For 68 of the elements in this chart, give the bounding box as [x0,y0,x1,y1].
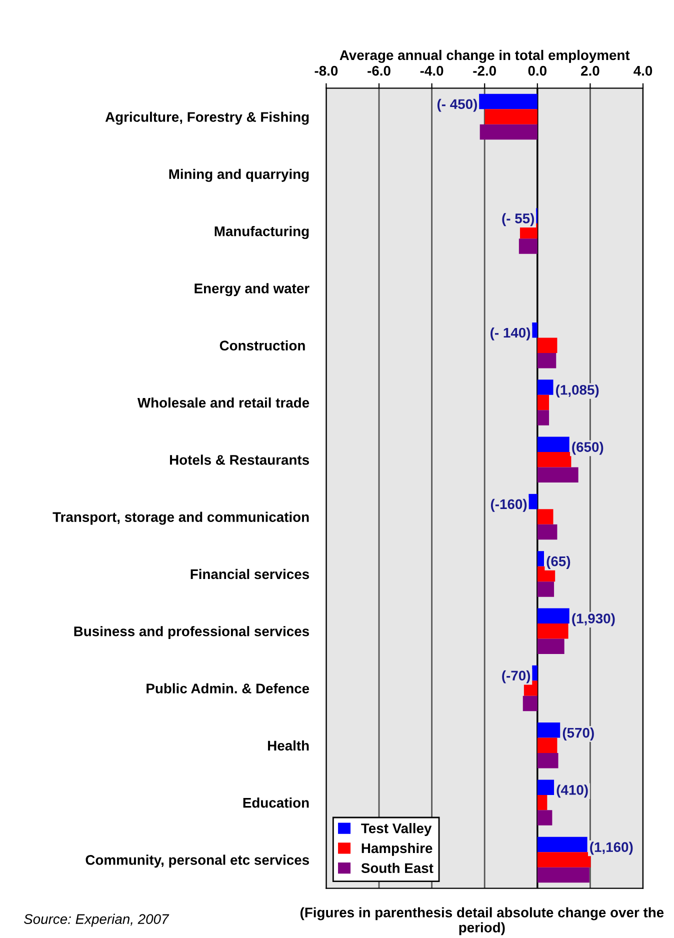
bar [537,394,550,410]
bar [537,608,570,624]
annotation: (- 140) [490,327,530,340]
bar [532,322,538,338]
x-tick-label: -4.0 [420,66,444,76]
bar [537,738,558,754]
annotation: (1,085) [556,384,599,398]
bar [537,623,568,639]
bar [537,452,572,468]
annotation: (-160) [490,498,527,512]
annotation: (1,930) [572,613,615,626]
x-tick-label: 0.0 [528,66,546,76]
x-tick-label: -2.0 [473,66,496,76]
y-tick-label: Wholesale and retail trade [137,397,310,408]
annotation: (65) [546,556,570,569]
bar [537,753,558,768]
legend-label: Hampshire [362,842,432,856]
bar [522,696,538,712]
bar [537,410,550,426]
bar [537,722,560,738]
legend-label: South East [361,862,434,874]
legend-label: Test Valley [361,823,432,836]
bar [537,380,554,395]
bar [537,794,548,810]
bar [537,467,578,483]
x-tick-label: -6.0 [368,66,390,76]
bar [537,582,554,597]
y-tick-label: Hotels & Restaurants [170,454,309,465]
annotation: (1,160) [590,842,633,855]
y-tick-label: Agriculture, Forestry & Fishing [105,112,309,125]
bar [537,352,556,368]
annotation: (570) [562,728,594,740]
y-tick-label: Financial services [190,568,309,580]
source-note: Source: Experian, 2007 [24,914,170,927]
y-tick-label: Public Admin. & Defence [146,683,310,694]
annotation: (- 55) [502,213,534,226]
bar [537,638,564,654]
bar [537,551,544,566]
y-tick-label: Energy and water [194,283,310,296]
y-tick-label: Business and professional services [74,626,309,640]
bar [537,852,591,868]
bar [518,238,538,254]
y-tick-label: Mining and quarrying [169,168,309,182]
bar [528,494,538,510]
annotation: (650) [572,442,604,455]
y-tick-label: Health [268,740,309,751]
bar [537,810,552,826]
bar [480,124,538,140]
x-tick-label: 4.0 [634,66,652,76]
y-tick-label: Community, personal etc services [86,854,309,868]
x-tick-label: 2.0 [581,66,600,76]
x-tick-label: -8.0 [314,66,338,76]
x-axis-title: Average annual change in total employment [340,50,630,63]
y-tick-label: Education [243,798,309,808]
bar [537,338,558,353]
y-tick-label: Manufacturing [214,226,309,240]
bar [537,524,558,540]
annotation: (410) [556,784,588,798]
bar [537,780,554,795]
annotation: (- 450) [437,98,477,112]
text: (Figures in parenthesis detail absolute change over the period) [300,907,664,936]
y-tick-label: Transport, storage and communication [52,512,309,525]
bar [537,867,590,883]
bar [479,94,538,110]
bar [484,109,538,124]
bar [537,509,554,524]
y-tick-label: Construction [220,340,305,351]
annotation: (-70) [502,670,530,684]
